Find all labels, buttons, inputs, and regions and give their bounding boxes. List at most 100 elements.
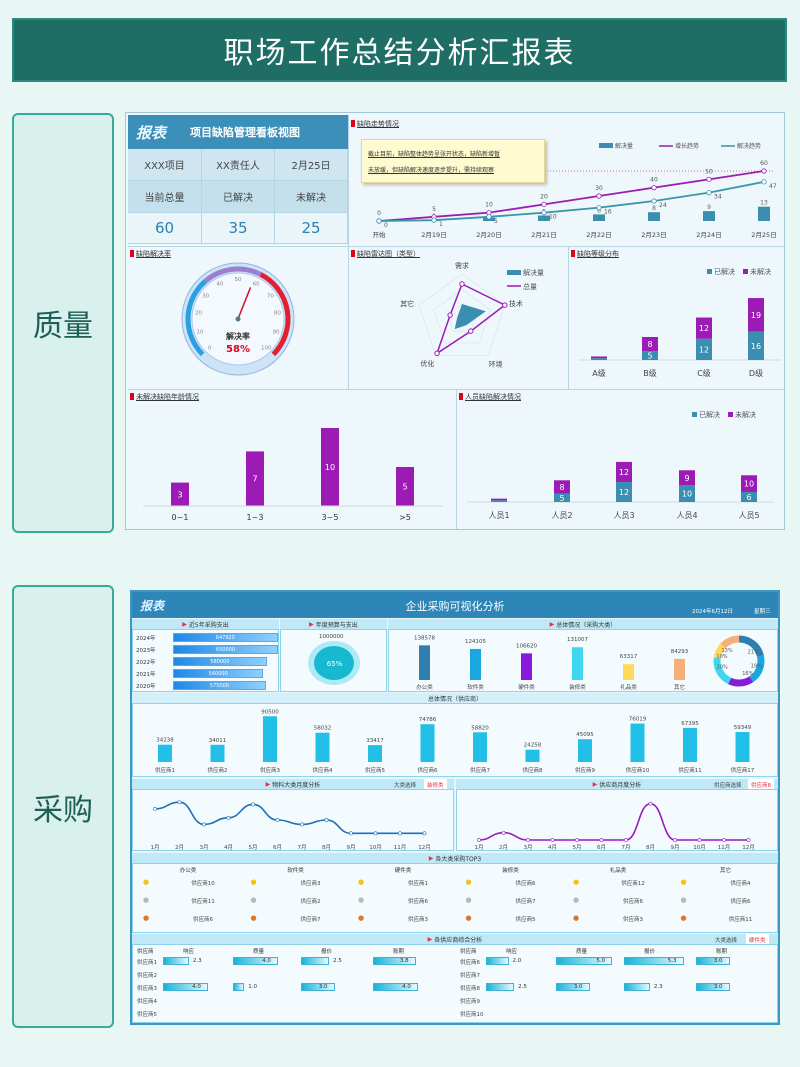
age-bar-label: 3: [177, 490, 182, 499]
x-tick-label: 0~1: [172, 513, 189, 522]
top3-supplier: 供应商11: [191, 899, 215, 905]
owner-cell: XX责任人: [202, 149, 275, 181]
score-value: 4.0: [402, 984, 411, 990]
supplier-bar: [735, 732, 750, 762]
age-bar: [396, 467, 414, 506]
supplier-select[interactable]: 供应商8: [748, 779, 774, 791]
x-tick-label: 人员2: [551, 511, 572, 520]
gauge-needle: [237, 287, 252, 320]
x-tick-label: 2月25日: [751, 231, 776, 239]
composite-header: 质量: [576, 949, 588, 955]
silver-medal-icon: ●: [143, 896, 150, 904]
month-label: 6月: [273, 844, 282, 851]
gauge-value: 58%: [226, 344, 250, 355]
monthly-supplier-panel: 1月 2月 3月 4月 5月 6月 7月 8月 9月 10月 11月 12月: [456, 789, 778, 851]
year-label: 2020年: [136, 684, 156, 690]
monthly-supplier-title: ▶ 供应商月度分析: [456, 779, 778, 789]
resolved-area: [454, 304, 486, 330]
month-label: 5月: [249, 844, 258, 851]
top3-supplier: 供应商3: [300, 881, 321, 887]
score-bar: [163, 983, 209, 991]
x-tick-label: 2月23日: [641, 231, 666, 239]
resolve_trend-label: 5: [494, 218, 498, 225]
resolved-label: 5: [647, 352, 652, 361]
month-label: 9月: [347, 844, 356, 851]
radar-grid: [418, 273, 506, 356]
growth-point: [486, 210, 492, 216]
monthly-point: [697, 838, 702, 842]
top3-supplier: 供应商3: [623, 917, 643, 923]
top3-category: 硬件类: [394, 868, 412, 874]
score-bar: [556, 983, 590, 991]
silver-medal-icon: ●: [465, 896, 472, 904]
donut-slice: [749, 655, 765, 683]
supplier-chart: 34238 供应商1 34011 供应商2 90500 供应商3 58032 供应商4 3341…: [155, 709, 755, 774]
month-label: 3月: [524, 844, 533, 851]
date-cell: 2月25日: [275, 149, 348, 181]
unresolved-label: 12: [699, 324, 709, 333]
top3-title: ▶ 各大类采购TOP3: [132, 853, 778, 863]
score-value: 4.0: [262, 958, 271, 964]
score-value: 1.0: [248, 984, 258, 990]
month-label: 11月: [394, 844, 407, 851]
resolved-bar: [593, 214, 605, 221]
level-title: 缺陷等级分布: [571, 249, 619, 259]
bronze-medal-icon: ●: [465, 914, 472, 922]
age-bar-label: 7: [252, 475, 257, 484]
gauge-tick: 60: [253, 281, 260, 287]
top3-supplier: 供应商5: [515, 917, 536, 923]
month-label: 3月: [200, 844, 209, 851]
composite-title: ▶ 各供应商综合分析: [132, 934, 778, 944]
supplier-label: 供应商9: [575, 766, 596, 774]
gauge-tick: 70: [267, 293, 274, 299]
supplier-bar: [263, 716, 277, 762]
x-tick-label: D级: [749, 368, 763, 378]
resolve_trend-point: [761, 179, 767, 185]
top3-panel: 办公类 ● 供应商10 ● 供应商11 ● 供应商6 软件类 ● 供应商3 ● 供应商2 ● 供应商7 硬件…: [132, 863, 778, 933]
resolve_trend-label: 34: [714, 194, 722, 201]
year-label: 2024年: [136, 636, 156, 642]
resolved-bar: [758, 206, 770, 221]
monthly-point: [373, 831, 378, 836]
radar-panel: 缺陷雷达图（类型） 需求 技术 环境 优化 其它 解决量 总量: [348, 246, 568, 389]
category-select[interactable]: 装修类: [424, 779, 447, 791]
trend-annotation: 截止目前，缺陷整体趋势呈张开状态，缺陷新增暂 未放缓，但缺陷解决速度逐步提升，需…: [361, 139, 545, 183]
composite-supplier: 供应商8: [460, 986, 480, 992]
legend-label: 解决量: [523, 268, 544, 277]
monthly-point: [275, 818, 280, 822]
year-label: 2022年: [136, 660, 156, 666]
composite-select[interactable]: 硬件类: [746, 934, 769, 946]
supplier-label: 供应商4: [313, 766, 334, 774]
top3-supplier: 供应商12: [621, 881, 645, 887]
budget-title: ▶ 年度预算与支出: [280, 619, 387, 629]
monthly-point: [550, 838, 555, 842]
budget-percent: 65%: [326, 660, 343, 668]
monthly-point: [599, 838, 604, 842]
trend-title: 缺陷走势情况: [351, 119, 399, 129]
monthly-point: [251, 802, 255, 807]
monthly-point: [746, 838, 751, 842]
info-table: XXX项目 XX责任人 2月25日 当前总量 已解决 未解决 60 35 25: [128, 149, 348, 244]
gauge-tick: 20: [195, 311, 202, 317]
top3-supplier: 供应商11: [728, 917, 753, 923]
score-bar: [301, 957, 330, 965]
category-bar: [521, 653, 532, 680]
score-bar: [486, 957, 509, 965]
resolved-label: 16: [751, 342, 761, 351]
composite-header: 报价: [321, 949, 333, 955]
monthly-point: [477, 838, 481, 842]
donut-slice: [738, 635, 764, 658]
resolved-label: 10: [682, 490, 692, 499]
composite-header: 供应商: [137, 949, 154, 955]
gauge-arc-high: [259, 272, 291, 357]
month-label: 7月: [298, 844, 307, 851]
total-line: [435, 282, 507, 356]
score-bar: [233, 957, 279, 965]
score-value: 2.0: [512, 958, 522, 964]
resolved-label: 6: [746, 493, 751, 502]
score-bar: [163, 957, 189, 965]
gauge-label: 解决率: [226, 332, 250, 341]
radar-axis-label: 需求: [455, 261, 469, 270]
month-label: 12月: [418, 844, 431, 851]
